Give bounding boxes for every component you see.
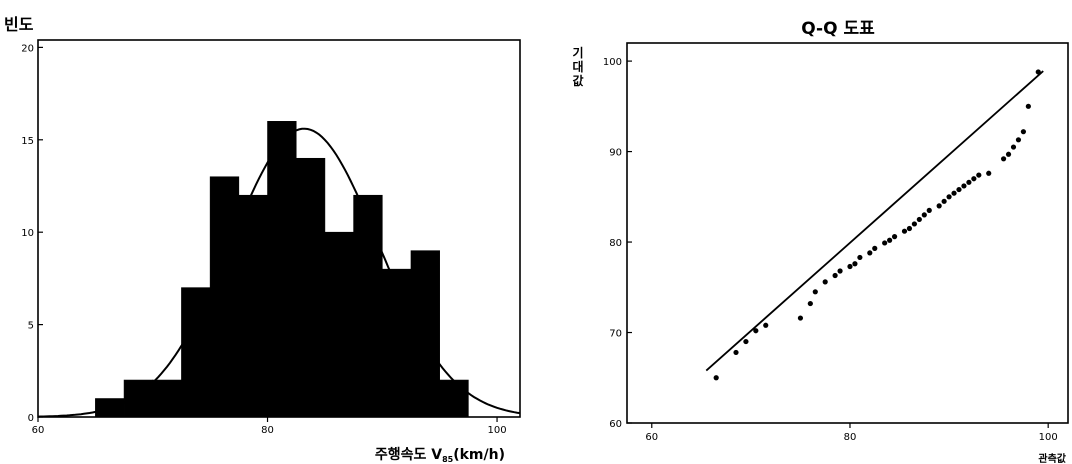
qq-point [956, 186, 962, 193]
qq-point [713, 375, 719, 381]
histogram-bar [381, 268, 412, 418]
histogram-bar [439, 379, 469, 418]
qq-point [901, 228, 908, 234]
y-tick-label: 5 [28, 321, 34, 332]
x-tick-label: 100 [1039, 432, 1058, 443]
qq-point [812, 289, 818, 295]
histogram-bar [267, 121, 297, 418]
qq-point [847, 263, 853, 270]
histogram-chart: 빈도 0 5 10 15 20 60 80 100 주행속도 V85(km/h) [4, 15, 521, 464]
qq-ylabel: 기대값 [572, 45, 583, 88]
qq-point [1000, 156, 1007, 162]
qq-point [921, 212, 927, 218]
qq-ylabel-char: 값 [572, 74, 583, 88]
qq-point [926, 207, 932, 213]
histogram-bar [181, 287, 211, 418]
qq-point [852, 261, 858, 267]
qq-point [976, 172, 982, 178]
histogram-ylabel: 빈도 [4, 15, 34, 34]
qq-point [743, 338, 749, 345]
qq-y-ticks: 60 70 80 90 100 [603, 57, 632, 430]
qq-point [891, 234, 898, 240]
histogram-x-ticks: 60 80 100 [32, 417, 507, 436]
qq-point [951, 190, 957, 196]
x-tick-label: 100 [488, 425, 507, 436]
qq-point [966, 179, 972, 185]
qq-point [807, 300, 813, 307]
qq-ylabel-char: 대 [572, 60, 583, 74]
x-tick-label: 80 [844, 432, 857, 443]
y-tick-label: 20 [21, 43, 34, 54]
qq-point [822, 279, 828, 285]
qq-chart: Q-Q 도표 기대값 60 70 80 90 100 60 80 100 관측값 [572, 19, 1069, 464]
x-tick-label: 80 [261, 425, 274, 436]
y-tick-label: 80 [609, 238, 622, 249]
qq-point [971, 176, 977, 182]
qq-point [832, 272, 838, 279]
histogram-bar [410, 250, 440, 418]
histogram-xlabel: 주행속도 V85(km/h) [375, 447, 505, 464]
qq-ylabel-char: 기 [572, 45, 583, 60]
qq-point [763, 322, 769, 328]
qq-point [906, 225, 913, 232]
y-tick-label: 0 [28, 413, 34, 424]
y-tick-label: 60 [609, 419, 622, 430]
qq-point [882, 240, 888, 246]
qq-x-ticks: 60 80 100 [645, 423, 1058, 443]
qq-point [733, 349, 739, 356]
normal-curve [37, 127, 521, 418]
histogram-bar [353, 194, 383, 418]
histogram-bar [295, 157, 326, 418]
histogram-bar [324, 231, 354, 418]
histogram-bar [209, 176, 240, 418]
qq-point [753, 328, 759, 334]
qq-point [887, 237, 893, 243]
qq-point [961, 183, 967, 189]
qq-point [986, 170, 992, 176]
qq-point [1010, 144, 1017, 150]
qq-points [713, 69, 1041, 381]
qq-point [797, 315, 804, 321]
y-tick-label: 15 [21, 136, 34, 147]
histogram-bar [152, 379, 182, 418]
histogram-bars [95, 121, 469, 418]
histogram-bar [238, 194, 268, 418]
qq-point [1005, 151, 1012, 157]
qq-point [867, 250, 873, 256]
qq-point [837, 268, 843, 274]
y-tick-label: 100 [603, 57, 622, 68]
qq-point [872, 245, 878, 251]
x-tick-label: 60 [32, 425, 45, 436]
histogram-y-ticks: 0 5 10 15 20 [21, 43, 43, 424]
x-tick-label: 60 [645, 432, 658, 443]
qq-reference-line [705, 70, 1044, 372]
qq-point [1035, 69, 1041, 75]
qq-frame [626, 42, 1069, 424]
qq-point [1025, 103, 1031, 109]
qq-point [916, 216, 922, 223]
qq-point [946, 194, 952, 200]
qq-point [911, 221, 917, 227]
y-tick-label: 10 [21, 228, 34, 239]
qq-point [1015, 137, 1022, 143]
y-tick-label: 90 [609, 148, 622, 159]
qq-point [1020, 129, 1027, 135]
qq-point [941, 198, 947, 204]
y-tick-label: 70 [609, 329, 622, 340]
qq-point [936, 203, 942, 209]
qq-xlabel: 관측값 [1038, 452, 1066, 464]
qq-title: Q-Q 도표 [801, 19, 875, 39]
qq-point [857, 254, 863, 261]
